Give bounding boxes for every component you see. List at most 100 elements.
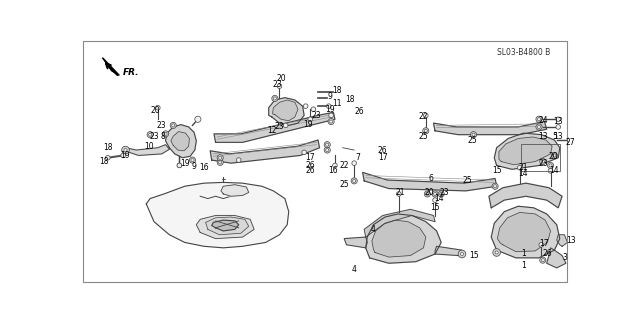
Text: 6: 6 [429,174,434,183]
Circle shape [541,160,545,163]
Circle shape [177,163,182,168]
Circle shape [556,124,560,129]
Circle shape [155,105,160,110]
Circle shape [424,129,427,132]
Text: 25: 25 [418,132,429,141]
Bar [521,144,560,171]
Circle shape [549,164,552,167]
Text: 1: 1 [521,250,526,259]
Circle shape [328,118,334,124]
Polygon shape [269,98,304,125]
Circle shape [191,158,194,162]
Text: 18: 18 [103,143,113,152]
Polygon shape [557,235,567,246]
Text: 17: 17 [305,153,314,162]
Text: 23: 23 [538,159,548,168]
Circle shape [539,243,543,247]
Polygon shape [495,133,560,169]
Text: 26: 26 [378,146,387,155]
Circle shape [190,157,195,163]
Text: 23: 23 [439,188,449,197]
Circle shape [434,192,437,196]
Polygon shape [435,246,462,256]
Text: 17: 17 [539,239,548,249]
Text: 16: 16 [199,163,209,172]
Text: 1: 1 [521,261,526,270]
Text: 10: 10 [144,142,153,151]
Circle shape [219,161,222,164]
Text: 9: 9 [327,92,332,101]
Text: 25: 25 [463,176,472,185]
Text: 14: 14 [434,194,444,203]
Circle shape [541,259,545,262]
Circle shape [426,192,429,196]
Circle shape [538,125,541,129]
Text: 9: 9 [191,162,197,171]
Text: 12: 12 [267,126,276,135]
Circle shape [424,113,428,118]
Text: 26: 26 [543,250,552,259]
Circle shape [438,191,444,197]
Text: 23: 23 [275,123,284,132]
Text: 22: 22 [339,161,349,170]
Text: 14: 14 [518,169,527,178]
Circle shape [439,192,443,196]
Circle shape [492,183,498,189]
Circle shape [311,107,316,112]
Polygon shape [363,172,496,191]
Circle shape [329,113,333,118]
Text: 11: 11 [332,99,342,108]
Text: 13: 13 [553,117,563,126]
Polygon shape [171,132,190,151]
Text: 13: 13 [553,132,563,141]
Circle shape [124,148,127,152]
Text: 23: 23 [149,132,158,141]
Text: 26: 26 [306,166,315,175]
Circle shape [553,154,556,157]
Text: 20: 20 [549,152,559,161]
Text: 20: 20 [151,106,160,115]
Circle shape [219,156,222,159]
Circle shape [472,133,475,136]
Circle shape [493,185,496,188]
Text: 21: 21 [519,163,528,172]
Circle shape [277,84,281,88]
Text: 18: 18 [346,95,355,105]
Circle shape [121,153,126,158]
Text: 8: 8 [161,132,165,141]
Text: 15: 15 [469,251,478,260]
Polygon shape [491,206,560,258]
Circle shape [517,165,522,170]
Circle shape [177,163,182,168]
Text: 25: 25 [339,180,349,189]
Text: 22: 22 [418,112,428,121]
Text: 19: 19 [303,120,313,129]
Circle shape [540,257,546,263]
Circle shape [172,124,175,127]
Circle shape [164,132,167,135]
Polygon shape [434,122,547,135]
Text: 5: 5 [553,132,557,141]
Polygon shape [205,217,249,235]
Text: 18: 18 [99,157,108,166]
Text: 13: 13 [566,236,576,245]
Text: 4: 4 [371,225,376,234]
Circle shape [272,95,278,101]
Text: 15: 15 [430,203,440,212]
Circle shape [567,138,572,142]
Circle shape [217,159,223,165]
Text: 15: 15 [493,166,502,175]
Circle shape [302,150,306,155]
Circle shape [470,132,477,138]
Text: 19: 19 [325,105,335,114]
Text: 27: 27 [566,138,576,147]
Circle shape [351,178,358,184]
Circle shape [283,123,288,128]
Text: 21: 21 [396,188,405,197]
Circle shape [396,192,401,196]
Circle shape [122,146,129,154]
Text: 7: 7 [356,153,361,162]
Polygon shape [212,220,238,231]
Circle shape [105,156,110,160]
Circle shape [459,251,465,257]
